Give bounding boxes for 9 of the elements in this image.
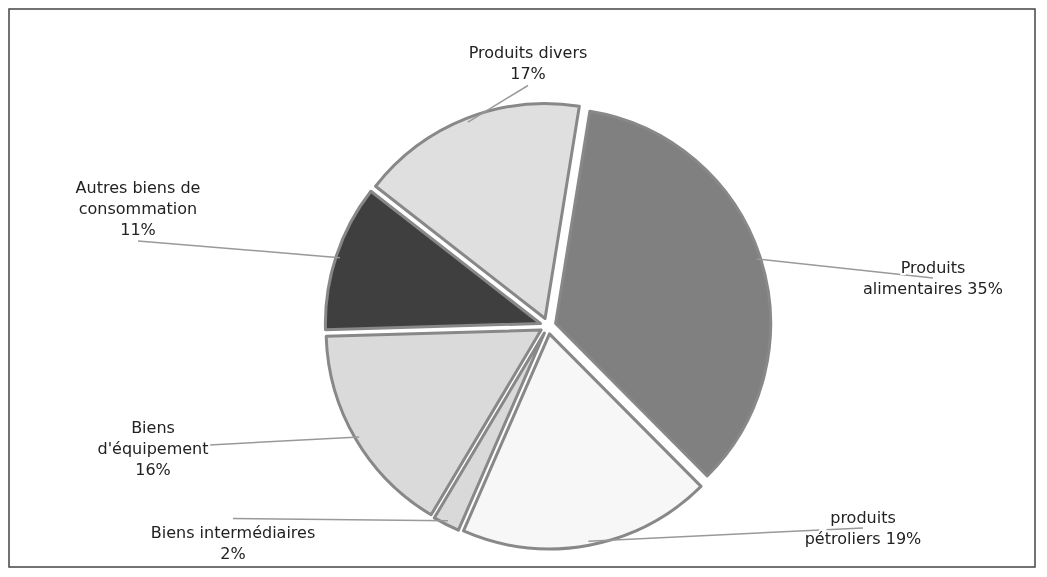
data-label: 2%	[220, 544, 246, 564]
slice-label: Produits divers	[468, 43, 588, 63]
data-label: 19%	[880, 529, 922, 549]
data-label: 17%	[510, 64, 546, 84]
slice-label: Biens intermédiaires	[150, 523, 316, 543]
slice-label: Biens d'équipement	[97, 417, 209, 458]
data-label: 16%	[135, 459, 171, 479]
data-label: 11%	[120, 219, 156, 239]
slice-label: Autres biens de consommation	[75, 177, 201, 218]
